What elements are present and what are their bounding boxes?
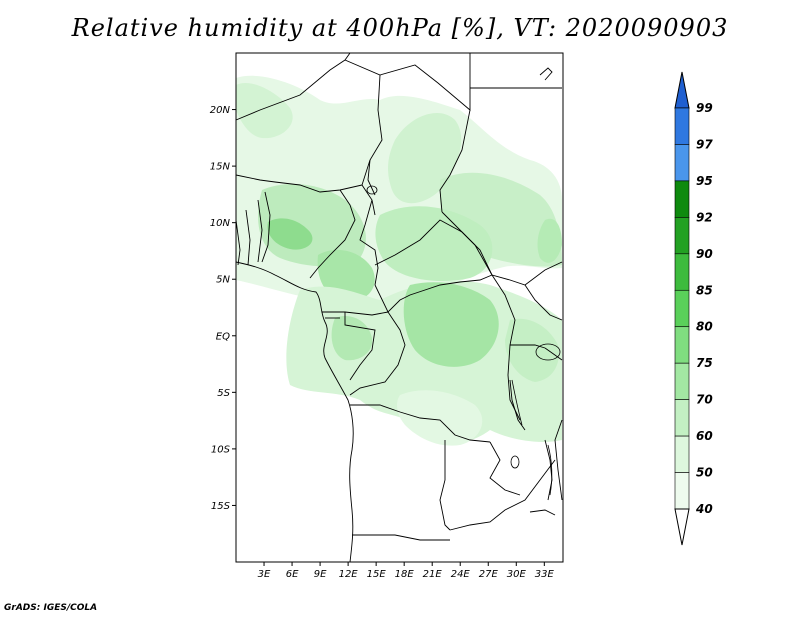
border-uganda-kenya [524, 284, 563, 321]
lat-tick-label: 5S [217, 388, 230, 399]
colorbar-band [674, 362, 690, 400]
colorbar-label: 85 [696, 283, 713, 297]
colorbar-label: 90 [696, 247, 713, 261]
border-libya-niger [344, 53, 471, 111]
lake-chad [366, 185, 378, 195]
lat-tick-label: 10S [211, 444, 231, 455]
colorbar-bottom-arrow [674, 508, 690, 546]
border-car-south [374, 274, 493, 313]
latitude-axis: 20N 15N 10N 5N EQ 5S 10S 15S [210, 105, 236, 512]
border-chad-sudan [439, 109, 471, 213]
border-nigeria-north [261, 191, 271, 263]
colorbar-label: 75 [696, 356, 713, 370]
lon-tick-label: 6E [286, 569, 299, 580]
border-cameroon-chad [359, 199, 379, 286]
colorbar-label: 99 [696, 101, 713, 115]
colorbar-label: 60 [696, 429, 713, 443]
border-tanzania-west [510, 344, 546, 349]
humidity-region-west-sahel [236, 82, 293, 139]
colorbar-band [674, 472, 690, 510]
country-borders [235, 52, 563, 563]
lon-tick-label: 18E [395, 569, 415, 580]
humidity-region-east-africa [537, 218, 562, 263]
colorbar-band [674, 180, 690, 218]
colorbar-label: 50 [696, 466, 713, 480]
border-congo-drc [349, 311, 406, 396]
map-title: Relative humidity at 400hPa [%], VT: 202… [71, 14, 729, 42]
lon-tick-label: 15E [367, 569, 387, 580]
humidity-region-angola-north [397, 390, 483, 446]
humidity-region-congo-core [403, 282, 499, 367]
lat-tick-label: 10N [210, 218, 231, 229]
lat-tick-label: 15N [210, 162, 231, 173]
border-zambia-south [449, 459, 556, 531]
lake-mweru [510, 455, 520, 469]
border-nigeria-east [309, 189, 356, 279]
lon-tick-label: 30E [507, 569, 527, 580]
border-lake-malawi [544, 439, 553, 501]
border-east-coast [554, 419, 563, 501]
border-benin [257, 199, 263, 263]
lon-tick-label: 33E [535, 569, 555, 580]
colorbar-band [674, 289, 690, 328]
border-mozambique [529, 509, 556, 516]
footer-credit: GrADS: IGES/COLA [4, 603, 98, 613]
humidity-field [236, 75, 562, 446]
border-gabon-congo [344, 312, 376, 381]
border-sinai-coast [539, 67, 553, 81]
border-angola-namibia [352, 534, 450, 541]
colorbar-label: 70 [696, 393, 713, 407]
coastline-west [235, 261, 354, 563]
colorbar-band [674, 107, 690, 145]
lon-tick-label: 27E [479, 569, 499, 580]
border-car-north [374, 219, 493, 276]
lake-malawi [547, 444, 553, 496]
border-river-niger [367, 159, 376, 196]
humidity-region-gabon [331, 316, 373, 361]
lat-tick-label: 20N [210, 105, 231, 116]
colorbar-top-arrow [674, 71, 690, 109]
lon-tick-label: 9E [314, 569, 327, 580]
border-ghana [235, 219, 241, 266]
map-frame [235, 52, 564, 563]
lon-tick-label: 21E [423, 569, 443, 580]
colorbar-label: 40 [695, 502, 713, 516]
lon-tick-label: 24E [451, 569, 471, 580]
lake-tanganyika [511, 379, 523, 426]
colorbar-band [674, 435, 690, 473]
longitude-axis: 3E 6E 9E 12E 15E 18E 21E 24E 27E 30E 33E [258, 562, 555, 580]
border-algeria-niger [235, 52, 351, 121]
lat-tick-label: 15S [211, 501, 231, 512]
lon-tick-label: 12E [339, 569, 359, 580]
border-drc-angola [350, 404, 491, 443]
colorbar-band [674, 326, 690, 364]
colorbar-band [674, 253, 690, 291]
border-cameroon-gabon [322, 311, 389, 316]
colorbar-band [674, 217, 690, 255]
colorbar-band [674, 399, 690, 437]
border-sudan-south [441, 211, 563, 286]
colorbar: 99 97 95 92 90 85 80 75 70 60 50 40 [674, 71, 713, 546]
border-togo [245, 209, 251, 266]
lakes [366, 185, 561, 496]
border-drc-zambia [489, 441, 521, 496]
lat-tick-label: EQ [216, 331, 230, 342]
lon-tick-label: 3E [258, 569, 271, 580]
border-lake-tanganyika [509, 379, 526, 431]
colorbar-label: 97 [696, 137, 713, 151]
humidity-region-car [375, 206, 493, 282]
border-kenya-tanzania [544, 347, 563, 361]
colorbar-label: 95 [696, 174, 713, 188]
colorbar-label: 80 [696, 320, 713, 334]
border-angola-zambia [439, 440, 451, 531]
lat-tick-label: 5N [216, 275, 230, 286]
humidity-region-nigeria-core [267, 218, 313, 250]
humidity-region-great-lakes [505, 318, 559, 382]
lake-victoria [535, 343, 561, 361]
colorbar-band [674, 144, 690, 182]
colorbar-label: 92 [696, 210, 713, 224]
